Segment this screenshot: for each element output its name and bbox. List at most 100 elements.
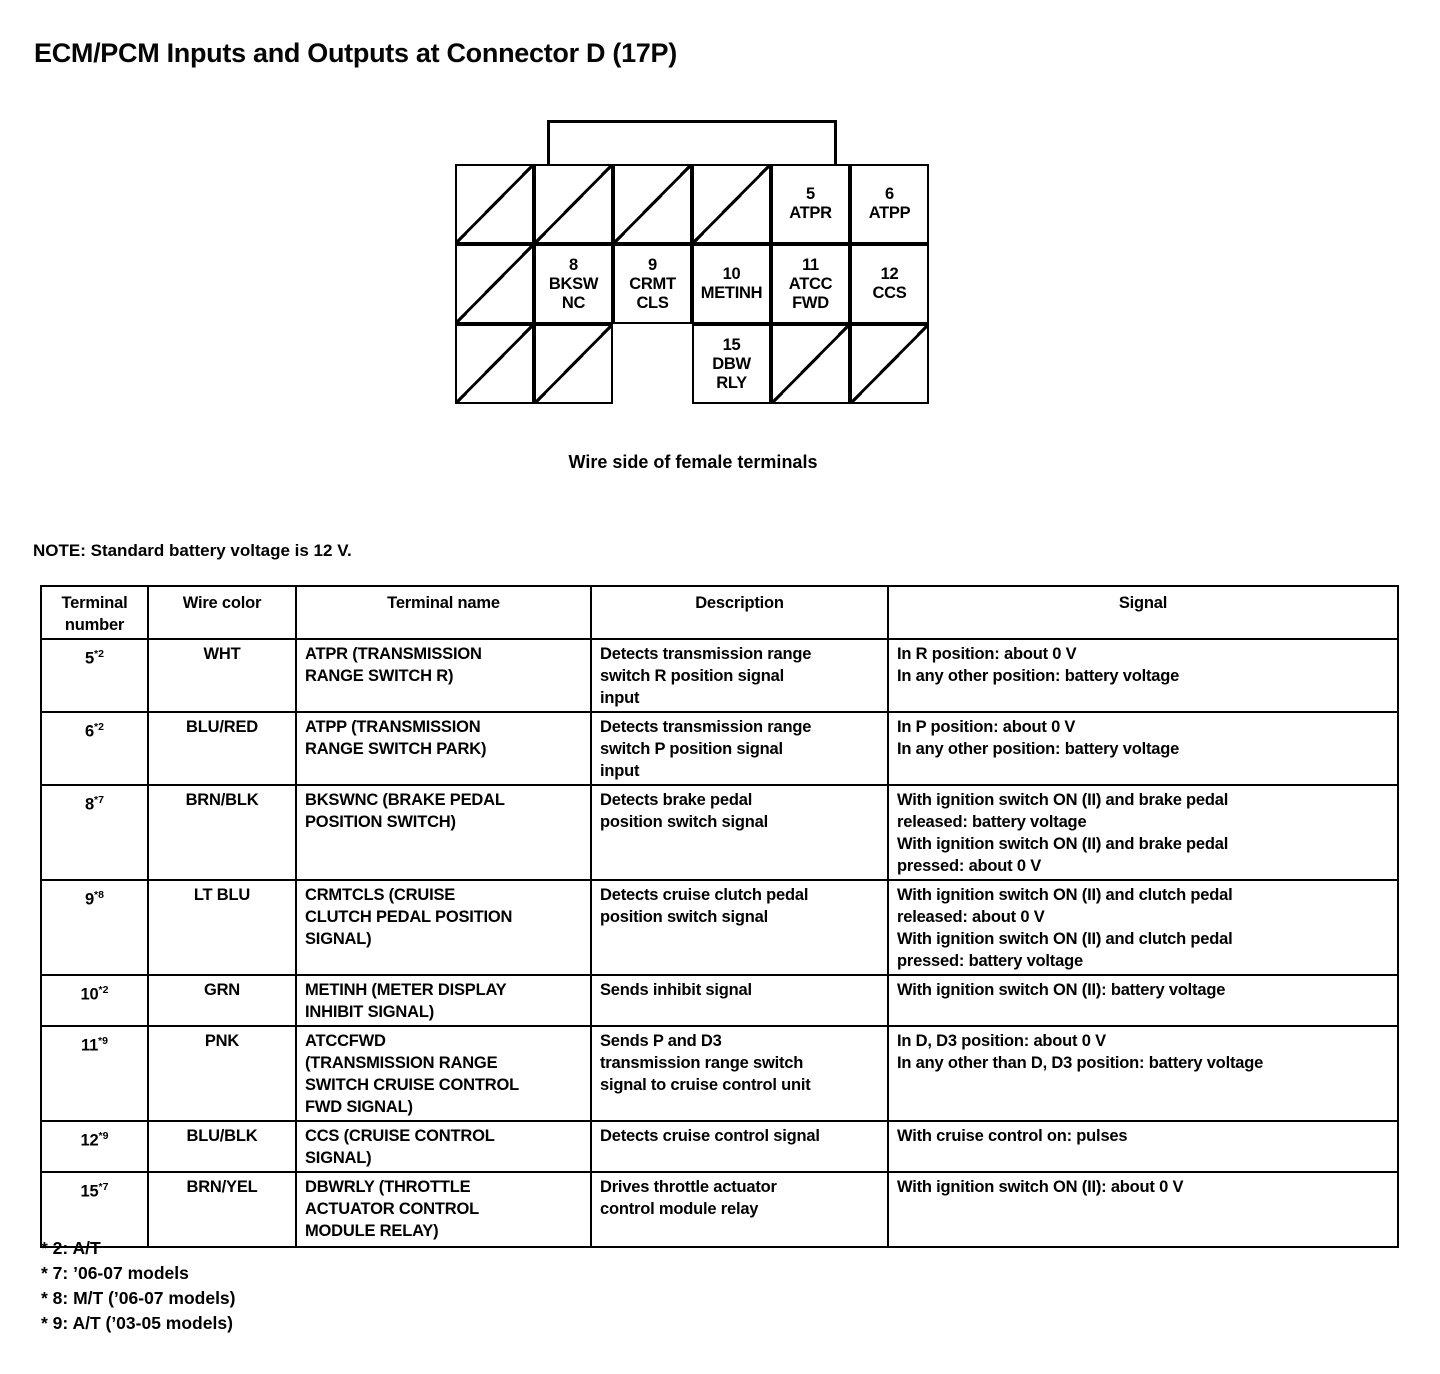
unused-pin-cell <box>850 324 929 404</box>
description-cell: Sends P and D3 transmission range switch… <box>590 1025 889 1122</box>
unused-pin-cell <box>534 164 613 244</box>
description-cell: Detects transmission range switch R posi… <box>590 638 889 713</box>
description-cell: Detects cruise control signal <box>590 1120 889 1173</box>
pin-label: FWD <box>792 293 829 312</box>
signal-cell: In D, D3 position: about 0 V In any othe… <box>887 1025 1399 1122</box>
pin-number: 15 <box>722 335 741 354</box>
pin-label: RLY <box>716 373 747 392</box>
pin-cell-10: 10 METINH <box>692 244 771 324</box>
unused-pin-cell <box>455 244 534 324</box>
wire-color-cell: BLU/BLK <box>147 1120 297 1173</box>
terminal-number-cell: 8*7 <box>40 784 149 881</box>
unused-pin-cell <box>455 324 534 404</box>
terminal-number: 15 <box>80 1182 99 1201</box>
terminal-number-cell: 6*2 <box>40 711 149 786</box>
terminal-table: Terminal number Wire color Terminal name… <box>40 585 1399 1248</box>
pin-label: ATPR <box>789 204 832 222</box>
pin-label: CCS <box>872 284 907 302</box>
terminal-name-cell: BKSWNC (BRAKE PEDAL POSITION SWITCH) <box>295 784 592 881</box>
pin-number: 6 <box>885 185 894 203</box>
table-row: 15*7 BRN/YEL DBWRLY (THROTTLE ACTUATOR C… <box>40 1171 1399 1248</box>
description-cell: Detects brake pedal position switch sign… <box>590 784 889 881</box>
table-row: 6*2 BLU/RED ATPP (TRANSMISSION RANGE SWI… <box>40 711 1399 786</box>
terminal-number: 8 <box>85 795 95 814</box>
wire-color-cell: PNK <box>147 1025 297 1122</box>
pin-cell-11: 11 ATCC FWD <box>771 244 850 324</box>
signal-cell: In R position: about 0 V In any other po… <box>887 638 1399 713</box>
pin-label: CLS <box>636 293 669 312</box>
terminal-footnote-ref: *7 <box>98 1181 109 1193</box>
terminal-name-cell: CCS (CRUISE CONTROL SIGNAL) <box>295 1120 592 1173</box>
connector-gap <box>613 324 692 404</box>
table-row: 9*8 LT BLU CRMTCLS (CRUISE CLUTCH PEDAL … <box>40 879 1399 976</box>
wire-color-cell: GRN <box>147 974 297 1027</box>
table-header-row: Terminal number Wire color Terminal name… <box>40 585 1399 640</box>
footnote: * 2: A/T <box>41 1238 101 1258</box>
col-header-terminal-number: Terminal number <box>40 585 149 640</box>
terminal-number: 11 <box>81 1036 99 1055</box>
description-cell: Drives throttle actuator control module … <box>590 1171 889 1248</box>
terminal-footnote-ref: *2 <box>94 648 104 660</box>
terminal-number: 5 <box>85 649 95 668</box>
terminal-number-cell: 9*8 <box>40 879 149 976</box>
unused-pin-cell <box>613 164 692 244</box>
footnote: * 8: M/T (’06-07 models) <box>41 1288 236 1308</box>
pin-cell-6: 6 ATPP <box>850 164 929 244</box>
pin-cell-8: 8 BKSW NC <box>534 244 613 324</box>
terminal-footnote-ref: *9 <box>98 1035 108 1047</box>
unused-pin-cell <box>692 164 771 244</box>
terminal-name-cell: ATPR (TRANSMISSION RANGE SWITCH R) <box>295 638 592 713</box>
pin-label: BKSW <box>548 274 599 293</box>
footnote: * 7: ’06-07 models <box>41 1263 189 1283</box>
pin-label: ATCC <box>788 274 833 293</box>
table-row: 11*9 PNK ATCCFWD (TRANSMISSION RANGE SWI… <box>40 1025 1399 1122</box>
connector-diagram: 5 ATPR 6 ATPP 8 BKSW NC 9 CRMT CLS 10 ME… <box>455 120 931 404</box>
col-header-signal: Signal <box>887 585 1399 640</box>
table-row: 5*2 WHT ATPR (TRANSMISSION RANGE SWITCH … <box>40 638 1399 713</box>
terminal-footnote-ref: *2 <box>94 721 104 733</box>
terminal-number: 9 <box>85 890 95 909</box>
wire-color-cell: WHT <box>147 638 297 713</box>
pin-number: 12 <box>880 265 899 283</box>
battery-voltage-note: NOTE: Standard battery voltage is 12 V. <box>33 541 352 560</box>
pin-cell-5: 5 ATPR <box>771 164 850 244</box>
terminal-name-cell: CRMTCLS (CRUISE CLUTCH PEDAL POSITION SI… <box>295 879 592 976</box>
connector-caption: Wire side of female terminals <box>568 452 818 472</box>
pin-label: NC <box>561 293 586 312</box>
terminal-footnote-ref: *7 <box>94 794 104 806</box>
unused-pin-cell <box>455 164 534 244</box>
terminal-number-cell: 15*7 <box>40 1171 149 1248</box>
terminal-name-cell: METINH (METER DISPLAY INHIBIT SIGNAL) <box>295 974 592 1027</box>
wire-color-cell: BLU/RED <box>147 711 297 786</box>
pin-number: 10 <box>722 265 741 283</box>
connector-pin-grid: 5 ATPR 6 ATPP 8 BKSW NC 9 CRMT CLS 10 ME… <box>455 164 929 404</box>
unused-pin-cell <box>534 324 613 404</box>
wire-color-cell: LT BLU <box>147 879 297 976</box>
terminal-footnote-ref: *8 <box>94 889 104 901</box>
table-row: 10*2 GRN METINH (METER DISPLAY INHIBIT S… <box>40 974 1399 1027</box>
pin-number: 9 <box>648 255 657 274</box>
terminal-number-cell: 11*9 <box>40 1025 149 1122</box>
terminal-number-cell: 12*9 <box>40 1120 149 1173</box>
wire-color-cell: BRN/BLK <box>147 784 297 881</box>
pin-number: 11 <box>802 255 819 274</box>
description-cell: Detects transmission range switch P posi… <box>590 711 889 786</box>
terminal-footnote-ref: *2 <box>98 984 109 996</box>
col-header-wire-color: Wire color <box>147 585 297 640</box>
pin-label: DBW <box>712 354 751 373</box>
page-title: ECM/PCM Inputs and Outputs at Connector … <box>34 38 677 68</box>
wire-color-cell: BRN/YEL <box>147 1171 297 1248</box>
terminal-number-cell: 10*2 <box>40 974 149 1027</box>
terminal-number: 12 <box>80 1131 99 1150</box>
signal-cell: With ignition switch ON (II): about 0 V <box>887 1171 1399 1248</box>
table-row: 12*9 BLU/BLK CCS (CRUISE CONTROL SIGNAL)… <box>40 1120 1399 1173</box>
col-header-description: Description <box>590 585 889 640</box>
terminal-number: 10 <box>80 985 99 1004</box>
description-cell: Detects cruise clutch pedal position swi… <box>590 879 889 976</box>
pin-label: ATPP <box>868 204 911 222</box>
description-cell: Sends inhibit signal <box>590 974 889 1027</box>
signal-cell: With ignition switch ON (II): battery vo… <box>887 974 1399 1027</box>
terminal-name-cell: DBWRLY (THROTTLE ACTUATOR CONTROL MODULE… <box>295 1171 592 1248</box>
connector-lock-tab <box>547 120 837 164</box>
